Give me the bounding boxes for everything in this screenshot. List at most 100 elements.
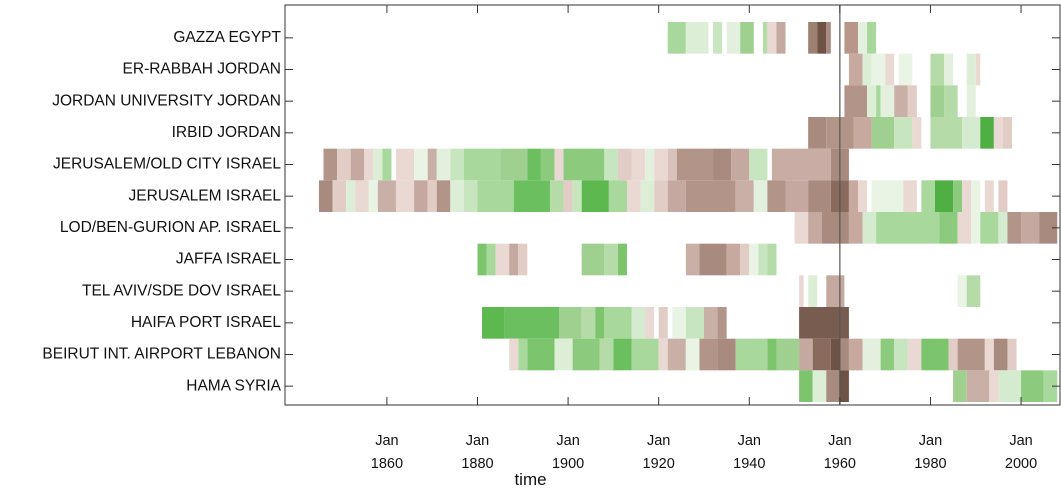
- segment: [726, 22, 741, 54]
- segment: [731, 148, 750, 181]
- segment: [898, 53, 913, 86]
- row-label: HAIFA PORT ISRAEL: [131, 314, 282, 331]
- segment: [617, 243, 627, 276]
- row-label: HAMA SYRIA: [186, 377, 281, 394]
- segment: [984, 180, 994, 212]
- segment: [980, 212, 999, 244]
- segment: [817, 22, 827, 54]
- segment: [921, 338, 949, 371]
- segment: [509, 338, 519, 371]
- segment: [604, 307, 632, 339]
- segment: [427, 148, 437, 181]
- segment: [971, 180, 981, 212]
- segment: [658, 307, 668, 339]
- segment: [740, 22, 754, 54]
- row-label: LOD/BEN-GURION AP. ISRAEL: [60, 219, 281, 236]
- x-tick-label: Jan 1900: [551, 433, 585, 472]
- segment: [749, 148, 768, 181]
- segment: [957, 212, 972, 244]
- segment: [830, 338, 840, 371]
- segment: [703, 307, 718, 339]
- segment: [808, 22, 818, 54]
- segment: [645, 148, 655, 181]
- segment: [821, 212, 849, 244]
- segment: [436, 148, 451, 181]
- segment: [1007, 212, 1022, 244]
- segment: [658, 338, 668, 371]
- segment: [685, 338, 700, 371]
- segment: [599, 338, 614, 371]
- segment: [880, 338, 895, 371]
- segment: [563, 180, 573, 212]
- segment: [1043, 370, 1058, 402]
- segment: [767, 243, 777, 276]
- segment: [871, 117, 895, 149]
- segment: [984, 338, 994, 371]
- segment: [463, 180, 478, 212]
- segment: [477, 243, 487, 276]
- segment: [885, 53, 895, 86]
- segment: [966, 85, 976, 117]
- segment: [812, 338, 831, 371]
- segment: [368, 180, 378, 212]
- segment: [971, 212, 981, 244]
- segment: [482, 307, 505, 339]
- segment: [640, 180, 655, 212]
- segment: [767, 180, 786, 212]
- row-label: ER-RABBAH JORDAN: [123, 61, 281, 78]
- segment: [876, 212, 940, 244]
- segment: [944, 85, 958, 117]
- row-label: IRBID JORDAN: [172, 124, 281, 141]
- segment: [953, 180, 963, 212]
- segment: [975, 53, 981, 86]
- segment: [395, 148, 415, 181]
- segment: [762, 22, 768, 54]
- segment: [518, 338, 528, 371]
- x-tick-label: Jan 1860: [370, 433, 404, 472]
- segment: [509, 243, 519, 276]
- segment: [894, 85, 908, 117]
- segment: [685, 243, 700, 276]
- segment: [713, 22, 723, 54]
- x-tick-label: Jan 1880: [461, 433, 494, 472]
- plot-frame: [284, 4, 1061, 406]
- segment: [595, 307, 605, 339]
- segment: [513, 180, 550, 212]
- x-tick-label: Jan 1980: [914, 433, 947, 472]
- segment: [957, 275, 967, 307]
- segment: [844, 85, 868, 117]
- segment: [907, 338, 922, 371]
- segment: [654, 148, 668, 181]
- segment: [427, 180, 437, 212]
- segment: [581, 180, 609, 212]
- segment: [876, 85, 881, 117]
- segment: [613, 338, 632, 371]
- segment: [758, 243, 768, 276]
- segment: [563, 148, 605, 181]
- segment: [930, 85, 945, 117]
- segment: [1021, 212, 1040, 244]
- segment: [894, 117, 913, 149]
- segment: [617, 148, 632, 181]
- segment: [839, 370, 849, 402]
- segment: [948, 338, 958, 371]
- segment: [572, 180, 582, 212]
- segment: [767, 338, 777, 371]
- segment: [332, 180, 347, 212]
- segment: [382, 148, 392, 181]
- segment: [518, 243, 528, 276]
- segment: [572, 338, 600, 371]
- segment: [962, 180, 972, 212]
- segment: [463, 148, 501, 181]
- segment: [667, 148, 677, 181]
- segment: [767, 22, 777, 54]
- row-label: TEL AVIV/SDE DOV ISRAEL: [82, 282, 281, 299]
- segment: [364, 148, 374, 181]
- segment: [934, 180, 954, 212]
- segment: [500, 148, 528, 181]
- segment: [808, 212, 822, 244]
- row-label: JERUSALEM/OLD CITY ISRAEL: [53, 156, 281, 173]
- segment: [812, 370, 827, 402]
- segment: [826, 275, 845, 307]
